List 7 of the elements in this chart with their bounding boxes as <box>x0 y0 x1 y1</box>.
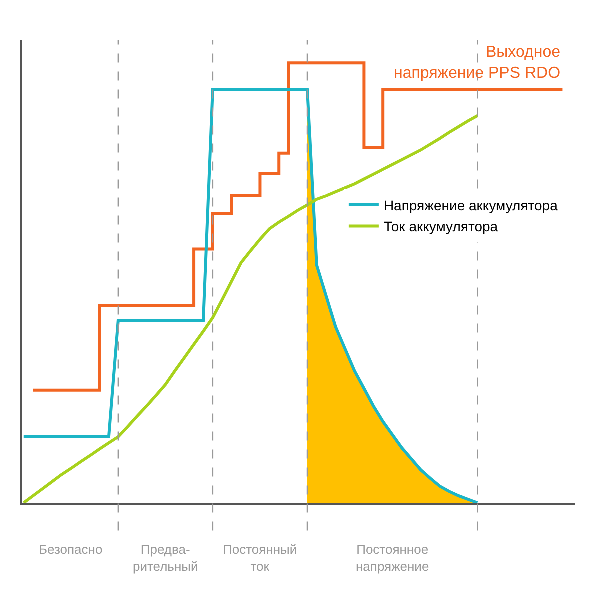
text: Постоянный ток <box>223 542 298 574</box>
text: Постоянное напряжение <box>356 542 430 574</box>
text: Безопасно <box>39 542 103 557</box>
legend-label: Напряжение аккумулятора <box>384 198 558 214</box>
legend-label: Ток аккумулятора <box>384 218 498 235</box>
text: Предва- рительный <box>133 542 198 574</box>
series-label: Выходное напряжение PPS RDO <box>394 44 561 82</box>
